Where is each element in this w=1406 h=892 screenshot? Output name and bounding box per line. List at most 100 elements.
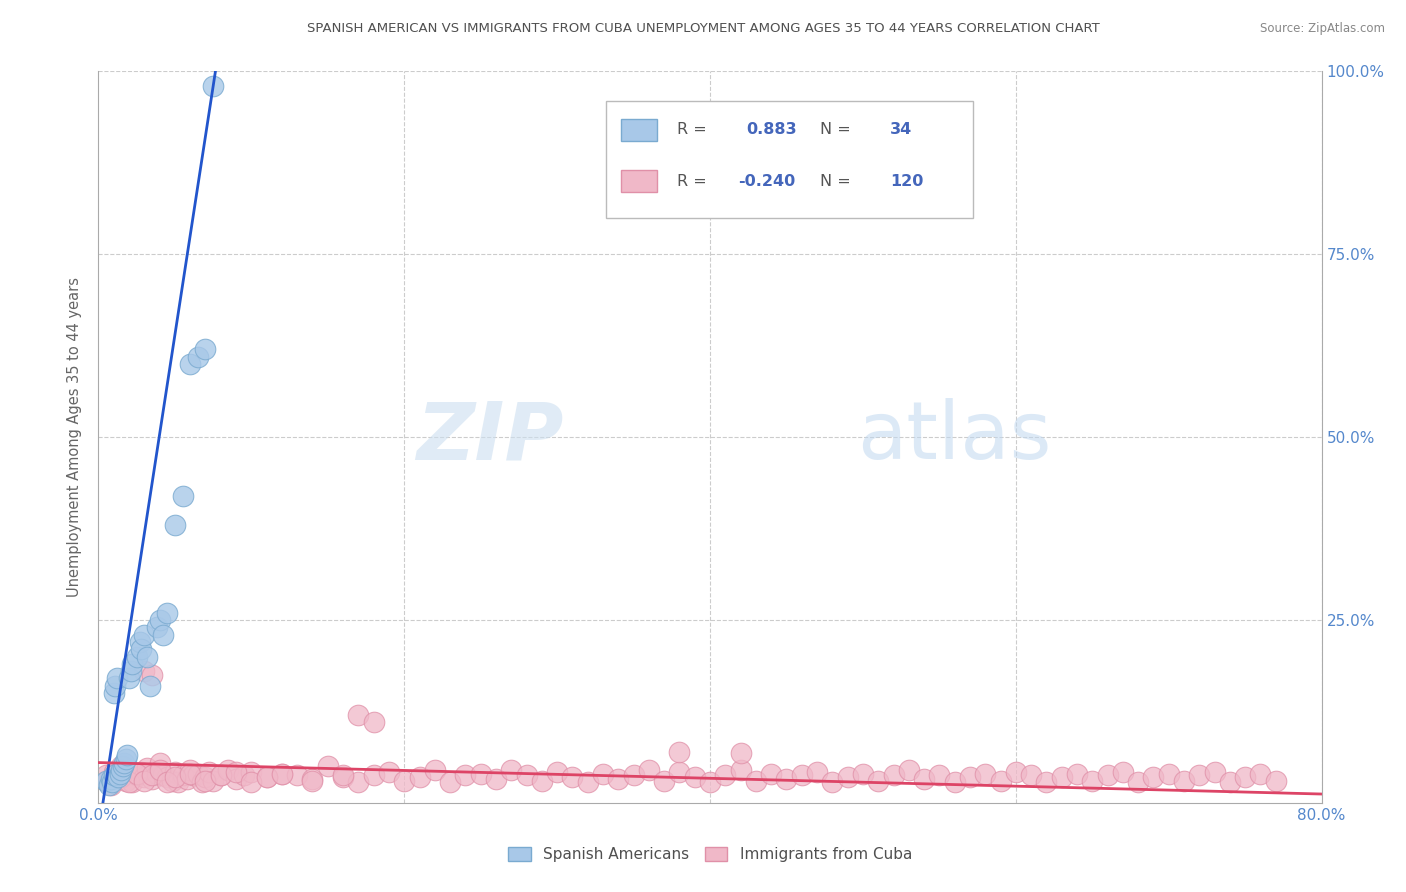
Point: [167, 775, 190, 789]
Point: [125, 768, 148, 782]
Point: [745, 773, 768, 788]
Point: [240, 775, 263, 789]
Point: [163, 517, 186, 532]
Point: [136, 761, 159, 775]
Point: [149, 613, 172, 627]
Point: [912, 772, 935, 787]
Point: [118, 672, 141, 686]
Point: [530, 773, 553, 788]
Text: 0.883: 0.883: [747, 122, 797, 137]
Point: [699, 775, 721, 789]
Point: [607, 772, 630, 787]
Point: [576, 775, 599, 789]
Point: [759, 766, 782, 780]
Point: [103, 766, 125, 780]
Point: [668, 765, 690, 780]
Point: [270, 766, 292, 780]
Point: [439, 775, 461, 789]
Point: [108, 766, 131, 780]
Point: [1004, 765, 1026, 780]
Point: [125, 766, 148, 780]
Point: [152, 627, 174, 641]
Point: [136, 649, 159, 664]
Point: [121, 775, 143, 789]
Point: [209, 768, 232, 782]
Point: [202, 78, 225, 93]
Point: [110, 770, 132, 784]
Point: [104, 679, 127, 693]
Text: SPANISH AMERICAN VS IMMIGRANTS FROM CUBA UNEMPLOYMENT AMONG AGES 35 TO 44 YEARS : SPANISH AMERICAN VS IMMIGRANTS FROM CUBA…: [307, 22, 1099, 36]
Point: [347, 775, 370, 789]
Point: [943, 775, 966, 789]
Point: [806, 765, 828, 780]
Point: [546, 765, 568, 780]
Point: [1081, 773, 1104, 788]
Point: [187, 350, 209, 364]
Point: [194, 773, 217, 788]
Point: [1097, 768, 1119, 782]
Point: [730, 746, 752, 760]
Point: [775, 772, 797, 787]
Point: [94, 773, 117, 788]
Point: [163, 770, 186, 784]
Text: N =: N =: [820, 122, 856, 137]
Point: [1142, 770, 1164, 784]
Point: [1128, 775, 1150, 789]
Point: [172, 768, 194, 782]
Point: [103, 686, 125, 700]
Point: [134, 770, 156, 784]
Point: [652, 773, 675, 788]
Point: [160, 773, 183, 788]
Point: [202, 773, 225, 788]
Text: ZIP: ZIP: [416, 398, 564, 476]
Point: [1157, 766, 1180, 780]
Point: [149, 756, 172, 770]
Text: N =: N =: [820, 174, 856, 188]
Point: [152, 768, 174, 782]
Point: [423, 763, 446, 777]
Point: [454, 768, 477, 782]
Point: [1249, 766, 1271, 780]
Point: [232, 768, 254, 782]
Point: [191, 775, 214, 789]
Point: [363, 768, 385, 782]
Text: R =: R =: [678, 174, 711, 188]
Point: [94, 773, 117, 788]
Point: [156, 770, 179, 784]
Point: [1219, 775, 1241, 789]
Point: [1066, 766, 1088, 780]
Point: [163, 765, 186, 780]
Point: [141, 772, 163, 787]
Point: [256, 770, 278, 784]
Point: [1188, 768, 1211, 782]
Point: [98, 777, 121, 792]
Point: [107, 770, 129, 784]
Point: [363, 715, 385, 730]
Point: [378, 765, 401, 780]
Text: 34: 34: [890, 122, 912, 137]
Legend: Spanish Americans, Immigrants from Cuba: Spanish Americans, Immigrants from Cuba: [502, 841, 918, 868]
Point: [1264, 773, 1286, 788]
Point: [134, 627, 156, 641]
Point: [128, 635, 150, 649]
Point: [134, 773, 156, 788]
Point: [156, 606, 179, 620]
Point: [217, 763, 239, 777]
Point: [868, 773, 890, 788]
Point: [129, 765, 152, 780]
Point: [1035, 775, 1057, 789]
Point: [105, 672, 128, 686]
Point: [179, 357, 201, 371]
FancyBboxPatch shape: [606, 101, 973, 218]
Point: [141, 768, 163, 782]
Point: [118, 775, 141, 789]
Point: [959, 770, 981, 784]
Point: [110, 759, 132, 773]
Point: [928, 768, 950, 782]
Point: [821, 775, 844, 789]
Point: [1204, 765, 1226, 780]
Point: [115, 752, 138, 766]
Point: [897, 763, 920, 777]
Point: [637, 763, 661, 777]
Point: [115, 773, 138, 788]
